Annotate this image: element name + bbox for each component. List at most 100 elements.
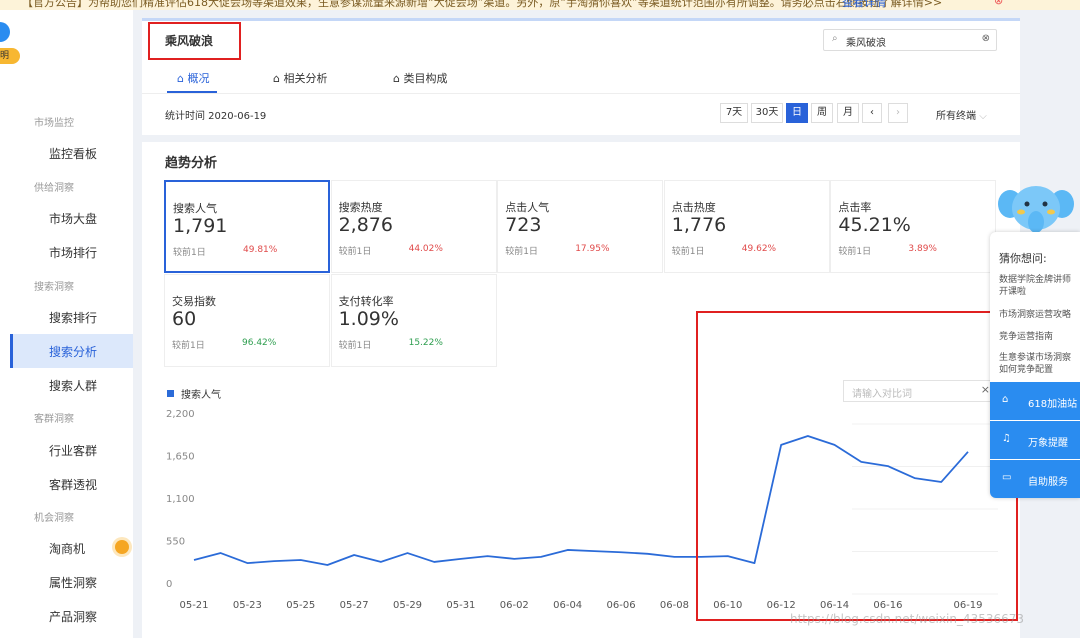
metric-value: 60 [172, 308, 197, 330]
divider [142, 93, 1020, 94]
metric-card[interactable]: 点击热度 1,776 较前1日 49.62% [663, 180, 830, 273]
assistant-button[interactable]: ▭ 自助服务 [990, 460, 1080, 498]
y-tick-label: 1,100 [166, 494, 195, 505]
x-tick-label: 05-23 [233, 600, 262, 611]
placeholder: 请输入对比词 [852, 389, 912, 400]
question[interactable]: 竞争运营指南 [999, 332, 1054, 342]
announcement: 【官方公告】为帮助您们精准评估618大促会场等渠道效果，生意参谋流量来源新增“大… [0, 0, 1080, 10]
assistant-button[interactable]: ⌂ 618加油站 [990, 382, 1080, 420]
tab[interactable]: ⌂ 相关分析 [273, 72, 328, 85]
sidebar-item[interactable]: 产品洞察 [49, 610, 98, 624]
announcement-text: 【官方公告】为帮助您们精准评估618大促会场等渠道效果，生意参谋流量来源新增“大… [22, 0, 943, 9]
active-item-bg [10, 334, 133, 368]
question[interactable]: 数据学院金牌讲师开课啦 [999, 275, 1072, 297]
metric-card[interactable]: 点击人气 723 较前1日 17.95% [497, 180, 664, 273]
sidebar-item[interactable]: 淘商机 [49, 542, 86, 556]
x-tick-label: 06-02 [500, 600, 529, 611]
metric-value: 2,876 [338, 214, 393, 236]
metric-value: 1,791 [173, 215, 228, 237]
metric-value: 1.09% [338, 308, 399, 330]
x-tick-label: 05-31 [446, 600, 475, 611]
metric-compare: 较前1日 [671, 247, 705, 257]
tab[interactable]: ⌂ 概况 [177, 72, 210, 85]
metric-compare: 较前1日 [838, 247, 872, 257]
stat-date: 统计时间 2020-06-19 [165, 111, 267, 122]
y-tick-label: 1,650 [166, 452, 195, 463]
logo-dot [0, 22, 10, 42]
sidebar-item[interactable]: 属性洞察 [49, 576, 98, 590]
sidebar-item[interactable]: 搜索人群 [49, 379, 98, 393]
button-label: 自助服务 [1028, 477, 1068, 488]
x-tick-label: 06-14 [820, 600, 849, 611]
y-tick-label: 550 [166, 537, 185, 548]
metric-name: 支付转化率 [338, 295, 394, 308]
metric-name: 点击率 [838, 201, 872, 214]
announcement-link[interactable]: 查看详情 [842, 0, 886, 9]
x-tick-label: 05-25 [286, 600, 315, 611]
metric-change: 17.95% [575, 244, 610, 254]
search-box[interactable]: ⌕ 乘风破浪 ⊗ [823, 29, 997, 51]
metric-card[interactable]: 交易指数 60 较前1日 96.42% [164, 274, 330, 367]
sidebar-item[interactable]: 市场大盘 [49, 212, 98, 226]
metric-name: 点击人气 [505, 201, 550, 214]
metric-change: 49.62% [741, 244, 777, 254]
period-button[interactable]: 30天 [751, 103, 783, 123]
sidebar-group: 市场监控 [34, 118, 74, 129]
badge[interactable]: 明 [0, 48, 20, 64]
keyword: 乘风破浪 [165, 34, 214, 48]
metric-card[interactable]: 搜索人气 1,791 较前1日 49.81% [164, 180, 330, 273]
sidebar-item[interactable]: 客群透视 [49, 478, 98, 492]
x-tick-label: 05-21 [179, 600, 208, 611]
period-button[interactable]: 周 [811, 103, 833, 123]
button-label: 618加油站 [1028, 399, 1078, 410]
metric-change: 44.02% [408, 244, 443, 254]
metric-compare: 较前1日 [173, 248, 206, 258]
next-button[interactable]: › [888, 103, 908, 123]
terminal-label: 所有终端 [936, 111, 976, 122]
sidebar-item[interactable]: 搜索排行 [49, 311, 98, 325]
x-tick-label: 06-19 [953, 600, 982, 611]
x-tick-label: 06-08 [660, 600, 689, 611]
x-tick-label: 05-29 [393, 600, 422, 611]
sidebar-group: 搜索洞察 [34, 282, 74, 293]
question[interactable]: 市场洞察运营攻略 [999, 310, 1072, 320]
sidebar-group: 客群洞察 [34, 414, 74, 425]
terminal-select[interactable]: 所有终端 ⌵ [936, 111, 987, 122]
assistant-button[interactable]: ♫ 万象提醒 [990, 421, 1080, 459]
sidebar-item[interactable]: 搜索分析 [49, 345, 98, 359]
metric-name: 点击热度 [671, 201, 716, 214]
question[interactable]: 生意参谋市场洞察如何竞争配置 [999, 353, 1072, 375]
y-tick-label: 0 [166, 579, 172, 590]
tab-underline [167, 91, 217, 93]
metric-compare: 较前1日 [338, 247, 372, 257]
trend-card: 趋势分析 搜索人气 1,791 较前1日 49.81% 搜索热度 2,876 较前1日 44.… [142, 142, 1020, 638]
metric-card[interactable]: 搜索热度 2,876 较前1日 44.02% [330, 180, 497, 273]
y-tick-label: 2,200 [166, 409, 195, 420]
period-button[interactable]: 日 [786, 103, 808, 123]
highlight-box [148, 22, 241, 60]
tab-label: 相关分析 [283, 72, 328, 85]
legend-label: 搜索人气 [181, 388, 221, 401]
tab[interactable]: ⌂ 类目构成 [393, 72, 448, 85]
metric-change: 96.42% [242, 338, 277, 348]
legend-swatch [167, 390, 174, 397]
x-tick-label: 05-27 [340, 600, 369, 611]
period-button[interactable]: 7天 [720, 103, 748, 123]
metric-card[interactable]: 点击率 45.21% 较前1日 3.89% [830, 180, 997, 273]
metric-name: 搜索热度 [338, 201, 383, 214]
metric-compare: 较前1日 [505, 247, 538, 257]
sidebar-group: 机会洞察 [34, 513, 74, 524]
tab-label: 概况 [187, 72, 210, 85]
sidebar-item[interactable]: 市场排行 [49, 246, 98, 260]
metric-card[interactable]: 支付转化率 1.09% 较前1日 15.22% [330, 274, 497, 367]
close-icon[interactable]: ⊗ [994, 0, 1004, 7]
sidebar-item[interactable]: 监控看板 [49, 147, 98, 161]
metric-change: 15.22% [408, 338, 443, 348]
metric-change: 3.89% [908, 244, 937, 254]
sidebar-item[interactable]: 行业客群 [49, 444, 98, 458]
x-tick-label: 06-10 [713, 600, 742, 611]
period-button[interactable]: 月 [837, 103, 859, 123]
prev-button[interactable]: ‹ [862, 103, 882, 123]
